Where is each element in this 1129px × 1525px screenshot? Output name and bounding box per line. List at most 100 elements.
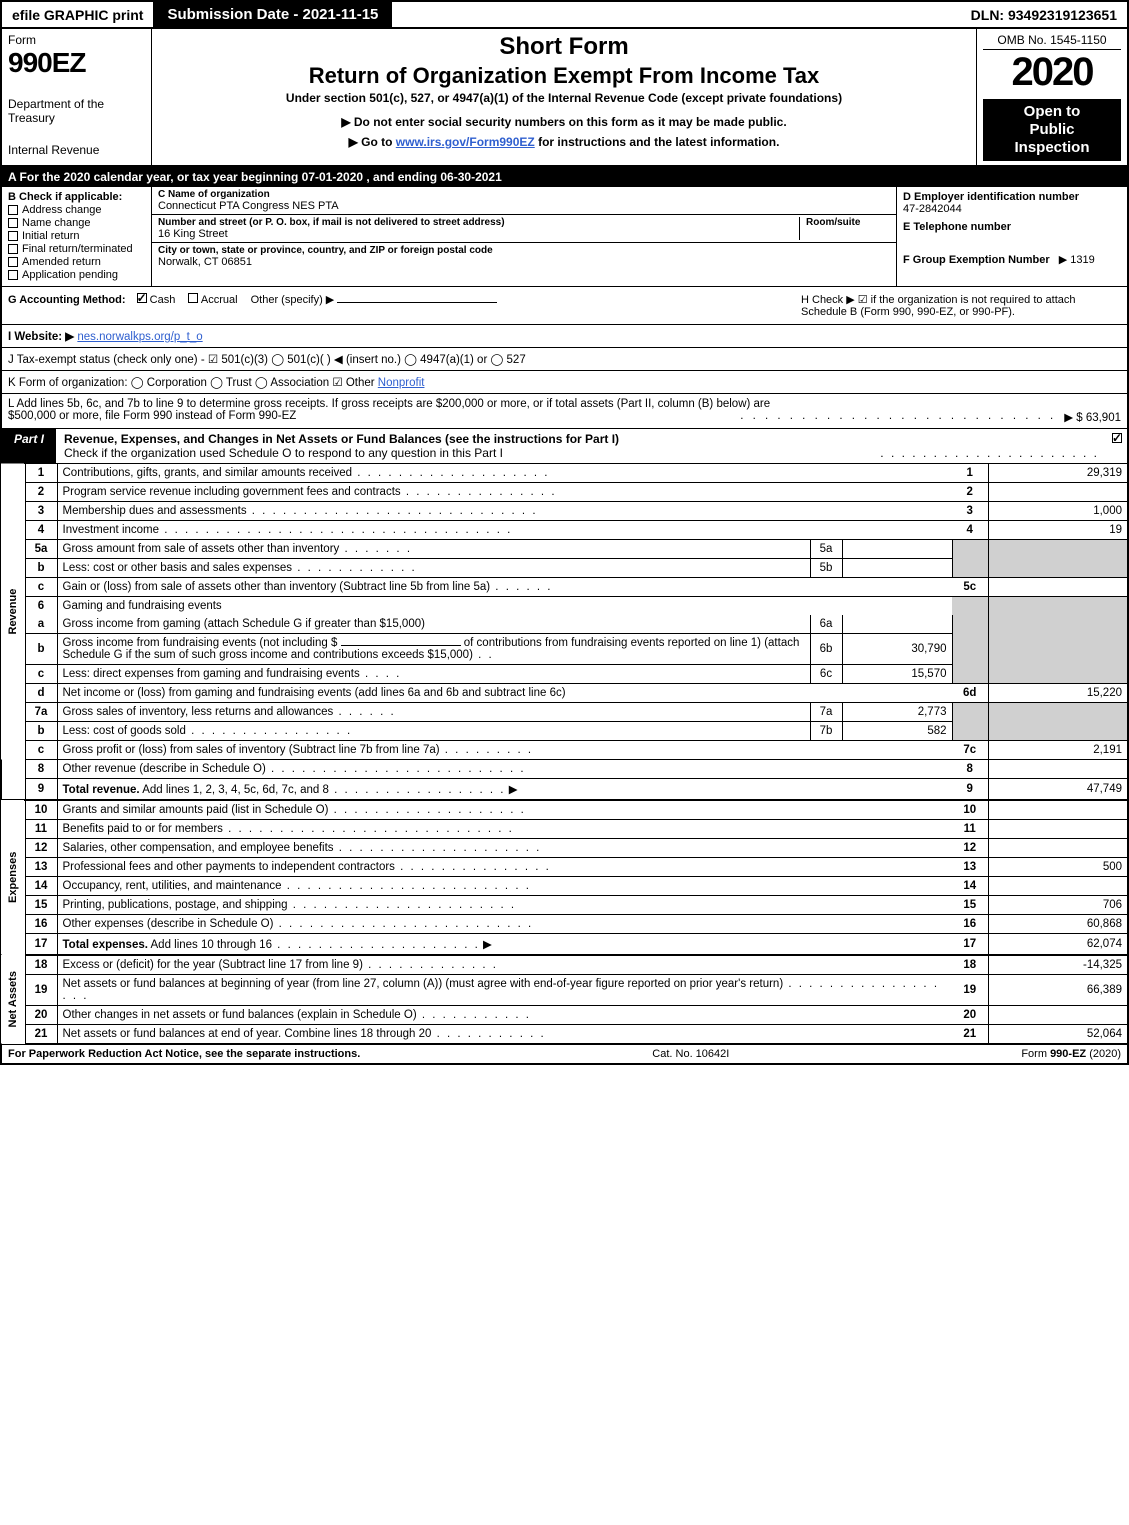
link-pre: ▶ Go to <box>349 135 396 149</box>
amount-18: -14,325 <box>988 955 1128 975</box>
amount-4: 19 <box>988 521 1128 540</box>
check-initial-return[interactable]: Initial return <box>8 230 145 242</box>
line-2: 2 Program service revenue including gove… <box>1 483 1128 502</box>
k-text: K Form of organization: ◯ Corporation ◯ … <box>8 377 378 389</box>
website-link[interactable]: nes.norwalkps.org/p_t_o <box>77 331 202 343</box>
part-1-subtitle: Check if the organization used Schedule … <box>64 446 503 460</box>
line-14: 14 Occupancy, rent, utilities, and maint… <box>1 877 1128 896</box>
g-other: Other (specify) ▶ <box>251 294 335 306</box>
amount-5c <box>988 578 1128 597</box>
amount-17: 62,074 <box>988 934 1128 956</box>
checkbox-icon <box>8 270 18 280</box>
check-amended-return[interactable]: Amended return <box>8 256 145 268</box>
nonprofit-link[interactable]: Nonprofit <box>378 377 425 389</box>
financial-table: Revenue 1 Contributions, gifts, grants, … <box>0 464 1129 1044</box>
org-name-value: Connecticut PTA Congress NES PTA <box>158 200 890 212</box>
line-13: 13 Professional fees and other payments … <box>1 858 1128 877</box>
line-10: Expenses 10 Grants and similar amounts p… <box>1 800 1128 820</box>
submission-date: Submission Date - 2021-11-15 <box>153 2 392 27</box>
form-header: Form 990EZ Department of the Treasury In… <box>0 29 1129 167</box>
line-20: 20 Other changes in net assets or fund b… <box>1 1006 1128 1025</box>
title-return: Return of Organization Exempt From Incom… <box>160 63 968 89</box>
checkbox-icon <box>8 205 18 215</box>
ein-label: D Employer identification number <box>903 191 1121 203</box>
amount-8 <box>988 760 1128 779</box>
checkbox-icon <box>8 257 18 267</box>
accounting-method: G Accounting Method: Cash Accrual Other … <box>8 293 801 318</box>
footer-form-ref: Form 990-EZ (2020) <box>1021 1048 1121 1060</box>
g-label: G Accounting Method: <box>8 294 126 306</box>
section-b: B Check if applicable: Address change Na… <box>2 187 152 286</box>
row-i-website: I Website: ▶ nes.norwalkps.org/p_t_o <box>0 325 1129 348</box>
amount-19: 66,389 <box>988 975 1128 1006</box>
checkbox-icon <box>8 244 18 254</box>
footer-cat-no: Cat. No. 10642I <box>360 1048 1021 1060</box>
sidebar-net-assets: Net Assets <box>1 955 25 1044</box>
line-7a: 7a Gross sales of inventory, less return… <box>1 703 1128 722</box>
l-text2: $500,000 or more, file Form 990 instead … <box>8 410 296 424</box>
part-1-header: Part I Revenue, Expenses, and Changes in… <box>0 429 1129 464</box>
line-5a: 5a Gross amount from sale of assets othe… <box>1 540 1128 559</box>
check-name-change[interactable]: Name change <box>8 217 145 229</box>
line-4: 4 Investment income . . . . . . . . . . … <box>1 521 1128 540</box>
section-c: C Name of organization Connecticut PTA C… <box>152 187 897 286</box>
line-7b: b Less: cost of goods sold . . . . . . .… <box>1 722 1128 741</box>
subhead: Under section 501(c), 527, or 4947(a)(1)… <box>160 91 968 105</box>
checkbox-icon <box>1112 433 1122 443</box>
page-footer: For Paperwork Reduction Act Notice, see … <box>0 1044 1129 1065</box>
check-application-pending[interactable]: Application pending <box>8 269 145 281</box>
amount-5a <box>842 540 952 559</box>
dln-label: DLN: 93492319123651 <box>961 3 1127 27</box>
i-label: I Website: ▶ <box>8 331 74 343</box>
sidebar-expenses: Expenses <box>1 800 25 955</box>
link-post: for instructions and the latest informat… <box>535 135 780 149</box>
line-12: 12 Salaries, other compensation, and emp… <box>1 839 1128 858</box>
part-1-label: Part I <box>2 429 56 463</box>
line-3: 3 Membership dues and assessments . . . … <box>1 502 1128 521</box>
footer-left: For Paperwork Reduction Act Notice, see … <box>8 1048 360 1060</box>
irs-label: Internal Revenue <box>8 143 145 157</box>
check-address-change[interactable]: Address change <box>8 204 145 216</box>
irs-link[interactable]: www.irs.gov/Form990EZ <box>396 135 535 149</box>
open-line2: Public <box>985 121 1119 139</box>
room-label: Room/suite <box>806 217 890 228</box>
top-bar: efile GRAPHIC print Submission Date - 20… <box>0 0 1129 29</box>
checkbox-icon[interactable] <box>137 293 147 303</box>
line-1: Revenue 1 Contributions, gifts, grants, … <box>1 464 1128 483</box>
org-name-label: C Name of organization <box>158 189 890 200</box>
line-6c: c Less: direct expenses from gaming and … <box>1 665 1128 684</box>
city-value: Norwalk, CT 06851 <box>158 256 890 268</box>
row-j-tax-status: J Tax-exempt status (check only one) - ☑… <box>0 348 1129 371</box>
amount-2 <box>988 483 1128 502</box>
checkbox-icon <box>8 218 18 228</box>
amount-9: 47,749 <box>988 779 1128 801</box>
line-6b: b Gross income from fundraising events (… <box>1 634 1128 665</box>
amount-7b: 582 <box>842 722 952 741</box>
line-8: 8 Other revenue (describe in Schedule O)… <box>1 760 1128 779</box>
department: Department of the Treasury <box>8 97 145 125</box>
info-grid: B Check if applicable: Address change Na… <box>0 187 1129 287</box>
org-name-row: C Name of organization Connecticut PTA C… <box>152 187 896 215</box>
g-cash: Cash <box>150 294 176 306</box>
j-text: J Tax-exempt status (check only one) - ☑… <box>8 354 526 366</box>
amount-6d: 15,220 <box>988 684 1128 703</box>
irs-link-line: ▶ Go to www.irs.gov/Form990EZ for instru… <box>160 135 968 149</box>
amount-1: 29,319 <box>988 464 1128 483</box>
line-6a: a Gross income from gaming (attach Sched… <box>1 615 1128 634</box>
amount-15: 706 <box>988 896 1128 915</box>
g-accrual: Accrual <box>201 294 238 306</box>
amount-11 <box>988 820 1128 839</box>
checkbox-icon[interactable] <box>188 293 198 303</box>
open-public-inspection: Open to Public Inspection <box>983 99 1121 161</box>
check-final-return[interactable]: Final return/terminated <box>8 243 145 255</box>
line-7c: c Gross profit or (loss) from sales of i… <box>1 741 1128 760</box>
part-1-checkbox[interactable] <box>1107 429 1127 463</box>
line-5c: c Gain or (loss) from sale of assets oth… <box>1 578 1128 597</box>
telephone-label: E Telephone number <box>903 221 1121 233</box>
address-label: Number and street (or P. O. box, if mail… <box>158 217 795 228</box>
amount-6c: 15,570 <box>842 665 952 684</box>
line-19: 19 Net assets or fund balances at beginn… <box>1 975 1128 1006</box>
line-15: 15 Printing, publications, postage, and … <box>1 896 1128 915</box>
ssn-notice: ▶ Do not enter social security numbers o… <box>160 115 968 129</box>
l-amount: ▶ $ 63,901 <box>1064 410 1121 424</box>
